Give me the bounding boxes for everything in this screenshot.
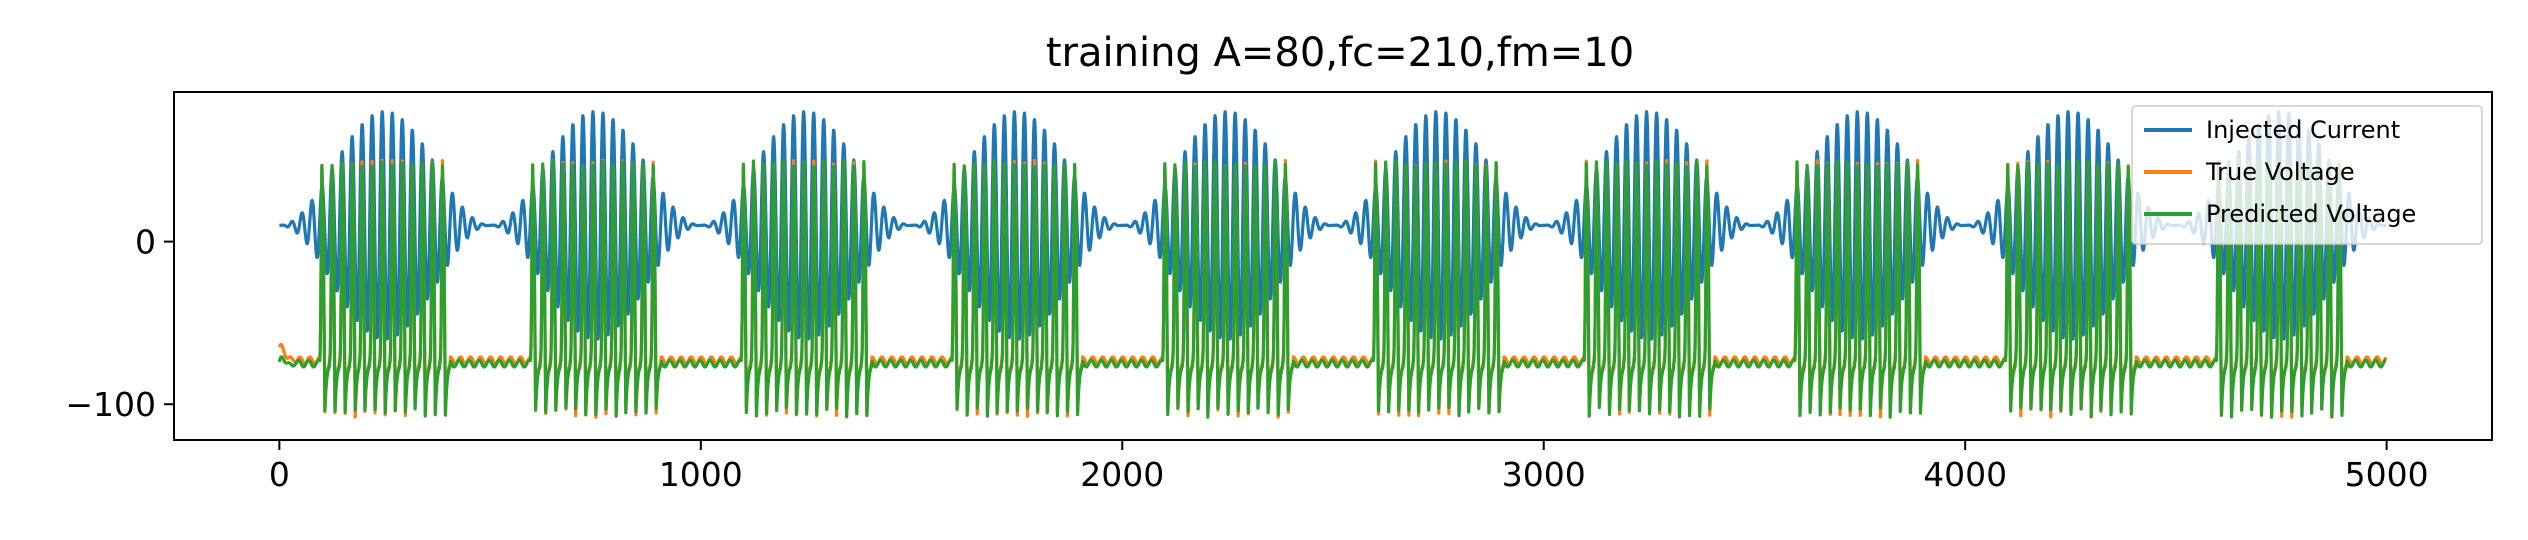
x-axis: 0 1000 2000 3000 4000 5000	[269, 440, 2429, 494]
plot-frame	[173, 91, 2493, 441]
series-layer	[277, 110, 2388, 419]
legend-label: True Voltage	[2205, 158, 2355, 186]
legend: Injected Current True Voltage Predicted Vo…	[2131, 105, 2483, 245]
plot-area	[173, 91, 2493, 441]
x-tick-label: 3000	[1502, 455, 1586, 494]
y-tick-label: −100	[65, 385, 156, 424]
x-tick-label: 4000	[1923, 455, 2007, 494]
series-injected-current-line	[278, 110, 2388, 341]
x-tick-label: 0	[269, 455, 290, 494]
y-tick-label: 0	[135, 223, 156, 262]
x-tick-label: 1000	[659, 455, 743, 494]
x-tick-label: 2000	[1080, 455, 1164, 494]
legend-label: Predicted Voltage	[2206, 200, 2416, 228]
x-tick-label: 5000	[2345, 455, 2429, 494]
y-axis: 0 −100	[65, 223, 174, 424]
chart-title: training A=80,fc=210,fm=10	[1046, 30, 1634, 76]
legend-box	[2131, 105, 2483, 245]
series-predicted-voltage-line	[277, 158, 2388, 419]
legend-label: Injected Current	[2206, 116, 2400, 144]
